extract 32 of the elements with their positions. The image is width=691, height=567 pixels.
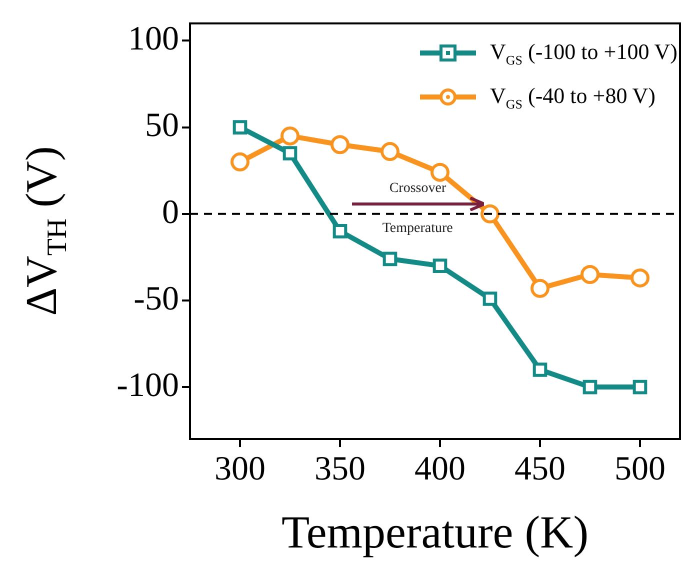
point [232, 120, 248, 134]
y-tick-label: -100 [116, 366, 179, 404]
x-axis-title: Temperature (K) [281, 506, 589, 558]
point [282, 146, 298, 160]
x-tick-label: 450 [514, 450, 566, 488]
x-tick-label: 400 [414, 450, 466, 488]
x-tick-label: 350 [314, 450, 366, 488]
point [580, 264, 600, 284]
point [432, 258, 448, 273]
point [530, 278, 550, 298]
point [380, 142, 400, 162]
point [430, 162, 450, 182]
legend-label: V$_{GS}$ (-100 to +100 V) [490, 38, 678, 68]
text: Crossover Temperature [382, 180, 453, 236]
point [382, 252, 398, 266]
x-tick-label: 500 [614, 450, 666, 488]
point [582, 380, 598, 394]
point [280, 126, 300, 146]
x-tick-label: 300 [214, 450, 266, 488]
point [482, 292, 498, 306]
point [632, 380, 648, 394]
point [480, 204, 500, 224]
y-tick-label: 100 [128, 20, 179, 58]
y-tick-label: -50 [134, 280, 179, 318]
point [630, 268, 650, 288]
y-tick-label: 50 [145, 107, 179, 144]
legend-label: V$_{GS}$ (-40 to +80 V) [490, 82, 656, 112]
point [330, 135, 350, 154]
point [230, 152, 250, 172]
point [332, 224, 348, 238]
y-tick-label: 0 [162, 194, 179, 231]
point [532, 362, 548, 377]
